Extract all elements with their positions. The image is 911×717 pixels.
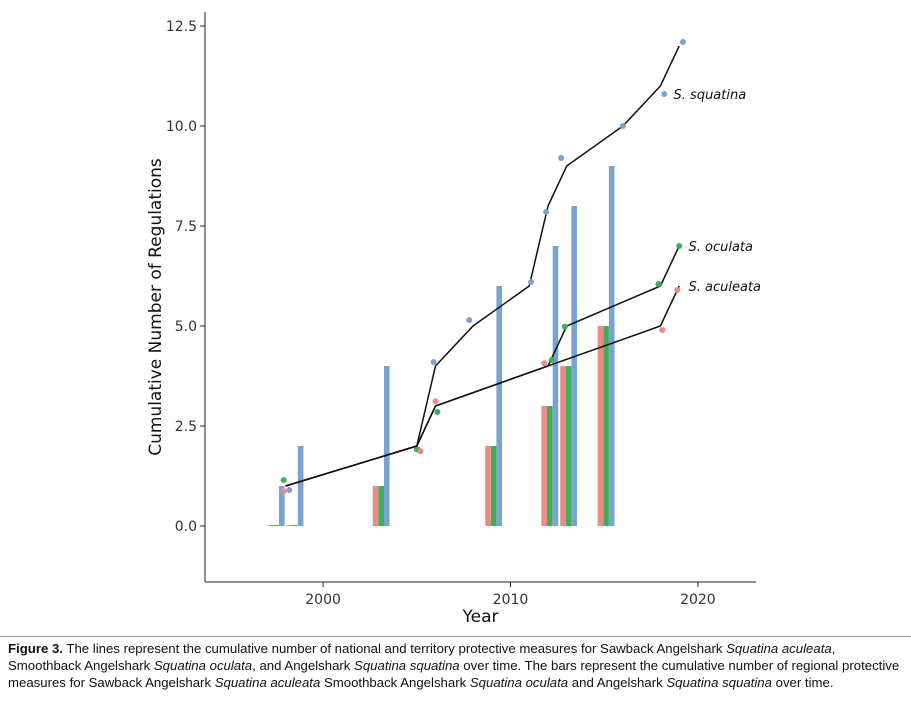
caption-text-segment: Smoothback Angelshark bbox=[320, 675, 470, 690]
x-tick-label: 2000 bbox=[305, 592, 341, 608]
bar-squatina bbox=[279, 486, 285, 526]
line-label: S. squatina bbox=[674, 88, 747, 103]
y-tick-label: 2.5 bbox=[175, 419, 197, 435]
bar-aculeata bbox=[372, 486, 379, 526]
x-tick-label: 2020 bbox=[680, 592, 716, 608]
data-point bbox=[676, 243, 683, 249]
caption-text-segment: and Angelshark bbox=[568, 675, 667, 690]
caption-label: Figure 3. bbox=[8, 641, 63, 656]
caption-text-segment: , Smoothback Angelshark bbox=[8, 641, 836, 673]
bar-oculata bbox=[490, 446, 497, 526]
bars-layer bbox=[267, 166, 615, 526]
cumulative-line bbox=[285, 245, 680, 487]
caption-species-name: Squatina squatina bbox=[354, 658, 460, 673]
caption-rule bbox=[0, 636, 911, 637]
bar-oculata bbox=[378, 486, 384, 526]
y-tick-label: 12.5 bbox=[166, 19, 197, 35]
line-label: S. aculeata bbox=[689, 280, 762, 295]
caption-text-segment: over time. bbox=[771, 675, 834, 690]
caption-species-name: Squatina squatina bbox=[666, 675, 772, 690]
bar-aculeata bbox=[286, 525, 293, 526]
axes-layer: 0.0 2.5 5.0 7.5 10.0 12.5 2000 2010 2020 Year Cumu… bbox=[146, 12, 756, 627]
bar-aculeata bbox=[267, 525, 274, 526]
figure-caption: Figure 3. The lines represent the cumula… bbox=[8, 640, 906, 691]
bar-aculeata bbox=[560, 366, 566, 526]
bar-squatina bbox=[297, 446, 304, 526]
labels-layer: S. squatina S. oculata S. aculeata bbox=[674, 88, 762, 295]
caption-species-name: Squatina aculeata bbox=[726, 641, 832, 656]
bar-squatina bbox=[384, 366, 390, 526]
caption-text-segment: The lines represent the cumulative numbe… bbox=[62, 641, 727, 656]
data-point bbox=[280, 477, 287, 483]
bar-oculata bbox=[547, 406, 553, 526]
lines-layer bbox=[280, 39, 686, 495]
data-point bbox=[466, 317, 473, 323]
y-tick-label: 0.0 bbox=[175, 519, 197, 535]
bar-oculata bbox=[565, 366, 572, 526]
data-point bbox=[286, 487, 293, 493]
data-point bbox=[659, 327, 666, 333]
chart: 0.0 2.5 5.0 7.5 10.0 12.5 2000 2010 2020 Year Cumu… bbox=[146, 12, 762, 627]
data-point bbox=[541, 360, 548, 367]
bar-aculeata bbox=[485, 446, 491, 526]
data-point bbox=[528, 279, 535, 285]
y-tick-label: 7.5 bbox=[175, 219, 197, 235]
bar-oculata bbox=[292, 525, 298, 526]
y-tick-label: 5.0 bbox=[175, 319, 197, 335]
y-axis-label: Cumulative Number of Regulations bbox=[146, 158, 166, 456]
data-point bbox=[674, 287, 681, 293]
bar-squatina bbox=[552, 246, 559, 526]
data-point bbox=[417, 448, 424, 455]
y-tick-label: 10.0 bbox=[166, 119, 197, 135]
data-point bbox=[434, 409, 441, 415]
x-tick-label: 2010 bbox=[493, 592, 529, 608]
caption-text-segment: over time. The bars represent the cumula… bbox=[8, 658, 900, 690]
caption-species-name: Squatina oculata bbox=[153, 658, 253, 673]
data-point bbox=[561, 323, 568, 330]
bar-squatina bbox=[608, 166, 615, 526]
caption-text: The lines represent the cumulative numbe… bbox=[8, 641, 899, 690]
bar-squatina bbox=[496, 286, 502, 526]
data-point bbox=[661, 91, 668, 97]
data-point bbox=[543, 209, 550, 215]
bar-squatina bbox=[571, 206, 577, 526]
data-point bbox=[679, 39, 686, 45]
caption-species-name: Squatina oculata bbox=[469, 675, 569, 690]
bar-oculata bbox=[273, 525, 279, 526]
data-point bbox=[280, 488, 287, 495]
x-axis-label: Year bbox=[462, 607, 499, 627]
bar-aculeata bbox=[597, 326, 604, 526]
cumulative-line bbox=[285, 45, 680, 487]
data-point bbox=[655, 281, 662, 287]
cumulative-line bbox=[285, 285, 680, 487]
data-point bbox=[432, 398, 439, 405]
data-point bbox=[548, 357, 555, 363]
caption-text-segment: , and Angelshark bbox=[252, 658, 355, 673]
data-point bbox=[430, 359, 437, 365]
bar-aculeata bbox=[541, 406, 547, 526]
data-point bbox=[619, 123, 626, 129]
line-label: S. oculata bbox=[689, 240, 754, 255]
bar-oculata bbox=[603, 326, 609, 526]
caption-species-name: Squatina aculeata bbox=[214, 675, 321, 690]
data-point bbox=[558, 155, 565, 161]
